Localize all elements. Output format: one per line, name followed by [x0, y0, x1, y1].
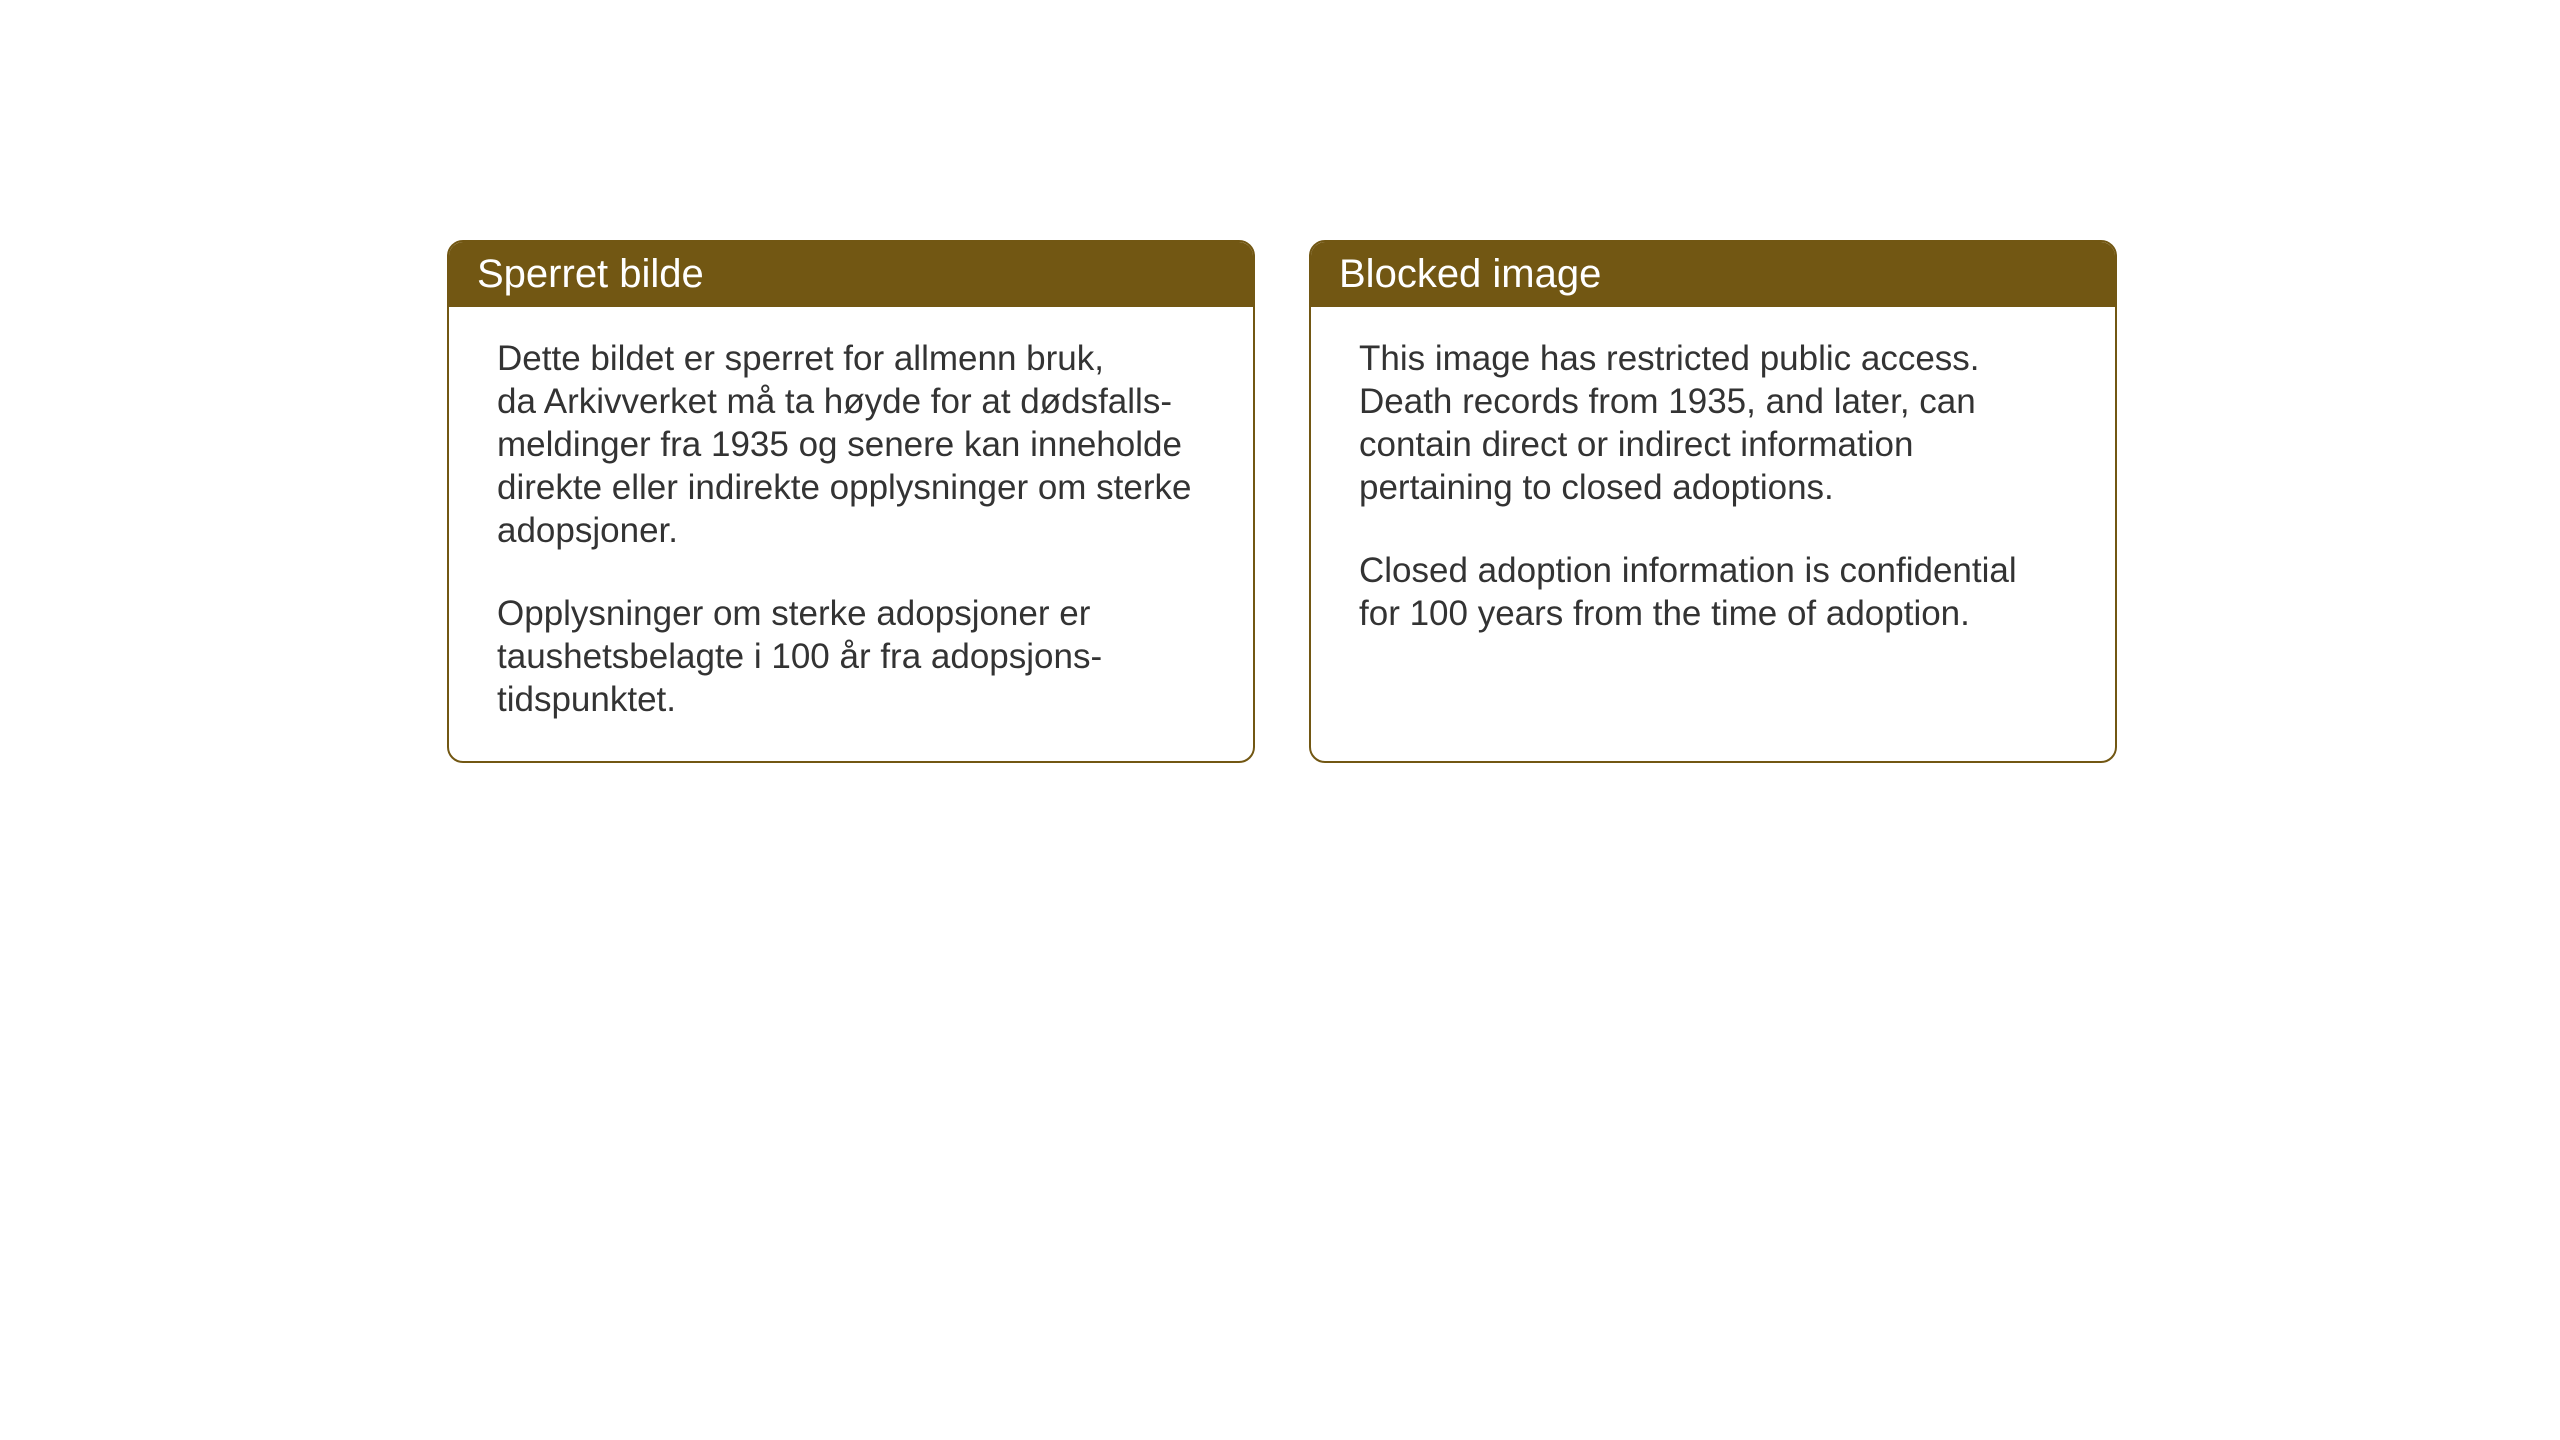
- card-header-norwegian: Sperret bilde: [449, 242, 1253, 307]
- notice-card-norwegian: Sperret bilde Dette bildet er sperret fo…: [447, 240, 1255, 763]
- paragraph-1-norwegian: Dette bildet er sperret for allmenn bruk…: [497, 337, 1205, 552]
- notice-card-english: Blocked image This image has restricted …: [1309, 240, 2117, 763]
- paragraph-1-english: This image has restricted public access.…: [1359, 337, 2067, 509]
- card-body-english: This image has restricted public access.…: [1311, 307, 2115, 675]
- paragraph-2-norwegian: Opplysninger om sterke adopsjoner er tau…: [497, 592, 1205, 721]
- card-header-english: Blocked image: [1311, 242, 2115, 307]
- notice-container: Sperret bilde Dette bildet er sperret fo…: [447, 240, 2117, 763]
- paragraph-2-english: Closed adoption information is confident…: [1359, 549, 2067, 635]
- card-body-norwegian: Dette bildet er sperret for allmenn bruk…: [449, 307, 1253, 761]
